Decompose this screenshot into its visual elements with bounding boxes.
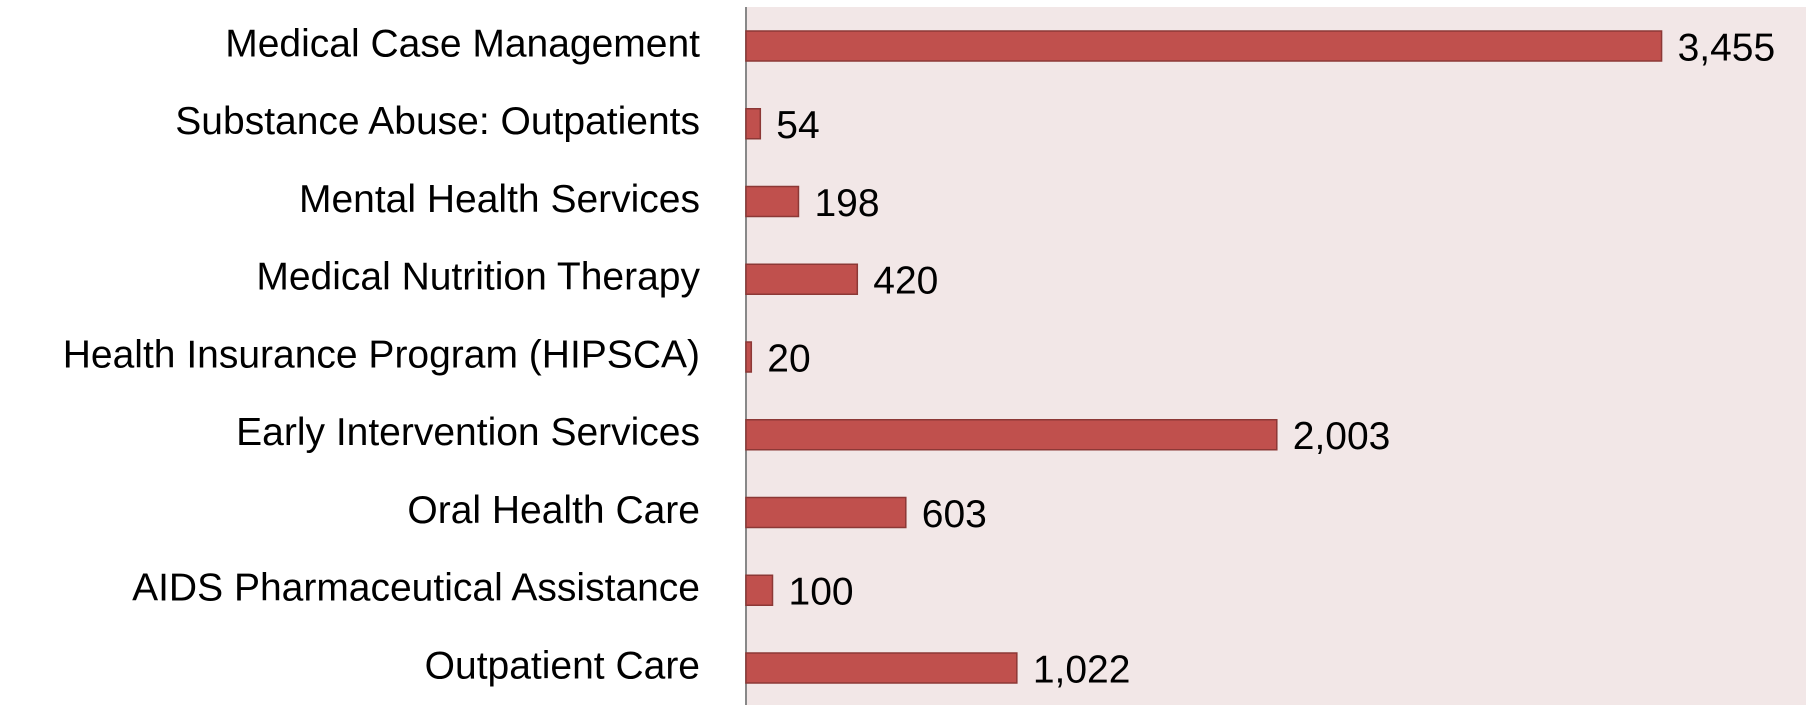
bar	[745, 185, 800, 218]
data-label: 420	[873, 260, 938, 303]
data-label: 603	[922, 493, 987, 536]
y-tick-label: Medical Case Management	[225, 22, 700, 65]
bar	[745, 574, 774, 606]
y-tick-label: Health Insurance Program (HIPSCA)	[63, 333, 700, 376]
data-label: 1,022	[1033, 648, 1131, 691]
bar	[745, 341, 753, 373]
y-tick-label: Medical Nutrition Therapy	[256, 256, 700, 299]
bar	[745, 496, 907, 529]
y-tick-label: Mental Health Services	[299, 178, 700, 221]
data-label: 54	[776, 104, 819, 147]
y-tick-label: AIDS Pharmaceutical Assistance	[132, 567, 700, 610]
data-label: 3,455	[1678, 26, 1776, 69]
y-tick-label: Early Intervention Services	[236, 411, 700, 454]
bar	[745, 419, 1278, 451]
data-label: 100	[789, 571, 854, 614]
data-label: 2,003	[1293, 415, 1391, 458]
y-tick-label: Oral Health Care	[407, 489, 700, 532]
bar	[745, 652, 1018, 684]
data-label: 198	[814, 182, 879, 225]
bar	[745, 108, 762, 140]
bar	[745, 30, 1663, 62]
y-tick-label: Substance Abuse: Outpatients	[175, 100, 700, 143]
y-tick-label: Outpatient Care	[425, 644, 700, 687]
bar	[745, 263, 859, 295]
plot-area	[746, 7, 1806, 705]
data-label: 20	[767, 337, 810, 380]
